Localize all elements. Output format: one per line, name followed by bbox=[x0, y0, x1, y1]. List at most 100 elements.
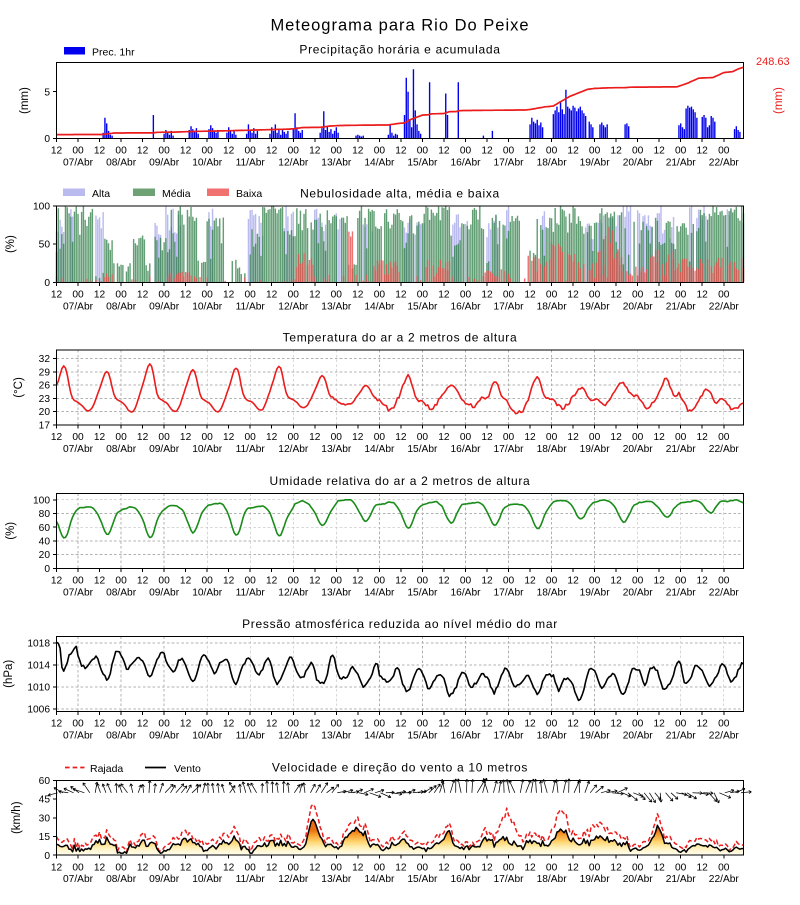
svg-text:17/Abr: 17/Abr bbox=[493, 587, 524, 598]
svg-text:09/Abr: 09/Abr bbox=[149, 301, 180, 312]
svg-text:12: 12 bbox=[524, 719, 536, 730]
svg-text:18/Abr: 18/Abr bbox=[537, 730, 568, 741]
svg-text:00: 00 bbox=[288, 290, 300, 301]
svg-text:32: 32 bbox=[39, 354, 51, 365]
svg-text:00: 00 bbox=[115, 576, 127, 587]
svg-text:Rajada: Rajada bbox=[90, 763, 123, 775]
svg-text:12: 12 bbox=[180, 146, 192, 157]
svg-text:00: 00 bbox=[331, 719, 343, 730]
svg-text:10/Abr: 10/Abr bbox=[192, 874, 223, 885]
svg-text:13/Abr: 13/Abr bbox=[321, 301, 352, 312]
svg-text:15/Abr: 15/Abr bbox=[407, 730, 438, 741]
svg-text:00: 00 bbox=[589, 719, 601, 730]
svg-text:16/Abr: 16/Abr bbox=[450, 874, 481, 885]
svg-text:12/Abr: 12/Abr bbox=[278, 444, 309, 455]
svg-text:13/Abr: 13/Abr bbox=[321, 444, 352, 455]
svg-text:12: 12 bbox=[654, 146, 666, 157]
svg-text:12/Abr: 12/Abr bbox=[278, 730, 309, 741]
svg-text:21/Abr: 21/Abr bbox=[666, 587, 697, 598]
svg-text:12: 12 bbox=[309, 576, 321, 587]
svg-text:00: 00 bbox=[72, 719, 84, 730]
svg-text:14/Abr: 14/Abr bbox=[364, 587, 395, 598]
svg-text:0: 0 bbox=[44, 564, 50, 575]
svg-text:00: 00 bbox=[589, 576, 601, 587]
svg-text:12/Abr: 12/Abr bbox=[278, 587, 309, 598]
svg-text:12: 12 bbox=[309, 432, 321, 443]
svg-text:12: 12 bbox=[180, 576, 192, 587]
svg-text:19/Abr: 19/Abr bbox=[580, 444, 611, 455]
svg-text:09/Abr: 09/Abr bbox=[149, 587, 180, 598]
svg-text:1018: 1018 bbox=[27, 639, 50, 650]
svg-text:12: 12 bbox=[395, 290, 407, 301]
svg-text:00: 00 bbox=[202, 719, 214, 730]
svg-text:100: 100 bbox=[33, 202, 50, 213]
svg-text:13/Abr: 13/Abr bbox=[321, 874, 352, 885]
svg-text:23: 23 bbox=[39, 394, 51, 405]
svg-text:00: 00 bbox=[503, 719, 515, 730]
svg-text:12: 12 bbox=[137, 863, 149, 874]
svg-text:00: 00 bbox=[288, 432, 300, 443]
svg-text:00: 00 bbox=[288, 863, 300, 874]
svg-text:15/Abr: 15/Abr bbox=[407, 157, 438, 168]
svg-text:00: 00 bbox=[202, 863, 214, 874]
svg-text:15/Abr: 15/Abr bbox=[407, 301, 438, 312]
svg-text:12/Abr: 12/Abr bbox=[278, 157, 309, 168]
svg-text:00: 00 bbox=[245, 146, 257, 157]
svg-text:12: 12 bbox=[395, 863, 407, 874]
svg-text:12: 12 bbox=[438, 432, 450, 443]
svg-text:00: 00 bbox=[158, 432, 170, 443]
svg-text:00: 00 bbox=[374, 146, 386, 157]
svg-text:15/Abr: 15/Abr bbox=[407, 444, 438, 455]
svg-text:12: 12 bbox=[352, 719, 364, 730]
svg-text:30: 30 bbox=[39, 813, 51, 824]
svg-text:0: 0 bbox=[44, 851, 50, 862]
svg-text:07/Abr: 07/Abr bbox=[63, 444, 94, 455]
svg-text:08/Abr: 08/Abr bbox=[106, 874, 137, 885]
svg-text:(mm): (mm) bbox=[19, 87, 31, 114]
svg-text:07/Abr: 07/Abr bbox=[63, 874, 94, 885]
svg-text:16/Abr: 16/Abr bbox=[450, 730, 481, 741]
svg-text:11/Abr: 11/Abr bbox=[236, 874, 266, 885]
svg-text:00: 00 bbox=[460, 290, 472, 301]
svg-text:12: 12 bbox=[697, 290, 709, 301]
svg-text:12: 12 bbox=[266, 290, 278, 301]
svg-text:20: 20 bbox=[39, 550, 51, 561]
svg-text:12: 12 bbox=[309, 863, 321, 874]
svg-text:20/Abr: 20/Abr bbox=[623, 157, 654, 168]
svg-text:Meteograma para Rio Do Peixe: Meteograma para Rio Do Peixe bbox=[270, 17, 529, 35]
svg-text:12: 12 bbox=[266, 863, 278, 874]
svg-text:Nebulosidade alta, média e bai: Nebulosidade alta, média e baixa bbox=[300, 187, 500, 201]
svg-text:07/Abr: 07/Abr bbox=[63, 157, 94, 168]
svg-text:12: 12 bbox=[266, 576, 278, 587]
svg-text:00: 00 bbox=[245, 290, 257, 301]
svg-text:00: 00 bbox=[331, 290, 343, 301]
svg-text:00: 00 bbox=[718, 863, 730, 874]
svg-text:09/Abr: 09/Abr bbox=[149, 874, 180, 885]
svg-text:12: 12 bbox=[654, 576, 666, 587]
svg-text:12: 12 bbox=[352, 432, 364, 443]
svg-text:00: 00 bbox=[718, 432, 730, 443]
svg-text:11/Abr: 11/Abr bbox=[236, 730, 266, 741]
svg-text:Precipitação horária e acumula: Precipitação horária e acumulada bbox=[299, 43, 500, 57]
svg-text:00: 00 bbox=[72, 290, 84, 301]
svg-text:08/Abr: 08/Abr bbox=[106, 301, 137, 312]
svg-text:19/Abr: 19/Abr bbox=[580, 587, 611, 598]
svg-text:22/Abr: 22/Abr bbox=[709, 444, 740, 455]
svg-text:19/Abr: 19/Abr bbox=[580, 730, 611, 741]
svg-text:07/Abr: 07/Abr bbox=[63, 587, 94, 598]
svg-text:19/Abr: 19/Abr bbox=[580, 301, 611, 312]
svg-text:12: 12 bbox=[524, 290, 536, 301]
svg-text:29: 29 bbox=[39, 368, 51, 379]
svg-text:17/Abr: 17/Abr bbox=[493, 157, 524, 168]
svg-text:12: 12 bbox=[438, 290, 450, 301]
svg-text:12: 12 bbox=[610, 719, 622, 730]
svg-text:08/Abr: 08/Abr bbox=[106, 730, 137, 741]
svg-text:14/Abr: 14/Abr bbox=[364, 157, 395, 168]
svg-text:00: 00 bbox=[718, 290, 730, 301]
svg-text:12: 12 bbox=[567, 146, 579, 157]
svg-text:12: 12 bbox=[438, 719, 450, 730]
svg-text:00: 00 bbox=[546, 719, 558, 730]
svg-text:20: 20 bbox=[39, 407, 51, 418]
svg-text:08/Abr: 08/Abr bbox=[106, 444, 137, 455]
svg-text:00: 00 bbox=[546, 576, 558, 587]
